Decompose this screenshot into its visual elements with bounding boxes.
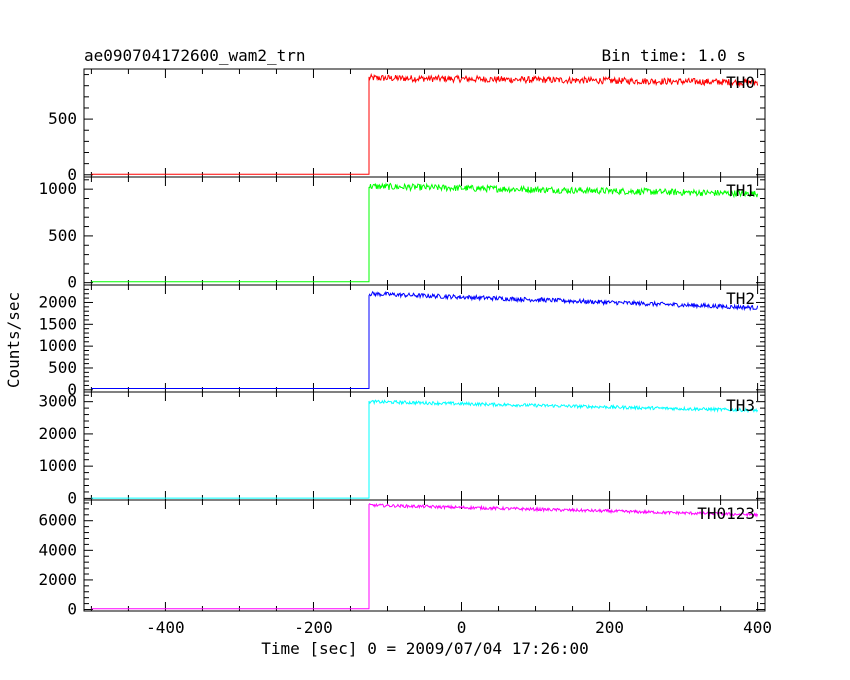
x-tick-label: 400 (743, 618, 772, 637)
series-label-th2: TH2 (726, 289, 755, 308)
y-tick-label: 2000 (38, 292, 77, 311)
x-axis-label: Time [sec] 0 = 2009/07/04 17:26:00 (261, 639, 589, 658)
series-line-th0 (91, 72, 759, 175)
y-tick-label: 2000 (38, 424, 77, 443)
y-tick-label: 4000 (38, 540, 77, 559)
x-tick-label: -200 (294, 618, 333, 637)
y-tick-label: 1000 (38, 456, 77, 475)
y-tick-label: 6000 (38, 511, 77, 530)
y-tick-label: 1000 (38, 336, 77, 355)
y-axis-label: Counts/sec (4, 292, 23, 388)
y-tick-label: 0 (67, 380, 77, 399)
y-tick-label: 0 (67, 600, 77, 619)
series-label-th3: TH3 (726, 396, 755, 415)
panel-frame-th0 (83, 68, 766, 178)
bin-time-label: Bin time: 1.0 s (602, 46, 747, 65)
y-tick-label: 500 (48, 358, 77, 377)
y-tick-label: 3000 (38, 392, 77, 411)
series-label-th1: TH1 (726, 181, 755, 200)
y-tick-label: 1500 (38, 314, 77, 333)
x-tick-label: 200 (595, 618, 624, 637)
y-tick-label: 1000 (38, 179, 77, 198)
series-line-th0123 (91, 502, 759, 610)
series-label-th0: TH0 (726, 73, 755, 92)
y-tick-label: 2000 (38, 570, 77, 589)
x-tick-label: -400 (146, 618, 185, 637)
x-tick-label: 0 (457, 618, 467, 637)
y-tick-label: 500 (48, 109, 77, 128)
series-line-th2 (91, 290, 759, 389)
panel-frame-th0123 (83, 499, 766, 612)
chart-title: ae090704172600_wam2_trn (84, 46, 306, 65)
series-line-th1 (91, 182, 759, 283)
series-label-th0123: TH0123 (697, 504, 755, 523)
series-line-th3 (91, 399, 759, 499)
y-tick-label: 500 (48, 226, 77, 245)
y-tick-label: 0 (67, 488, 77, 507)
panel-frame-th2 (83, 284, 766, 393)
y-tick-label: 0 (67, 165, 77, 184)
y-tick-label: 0 (67, 273, 77, 292)
